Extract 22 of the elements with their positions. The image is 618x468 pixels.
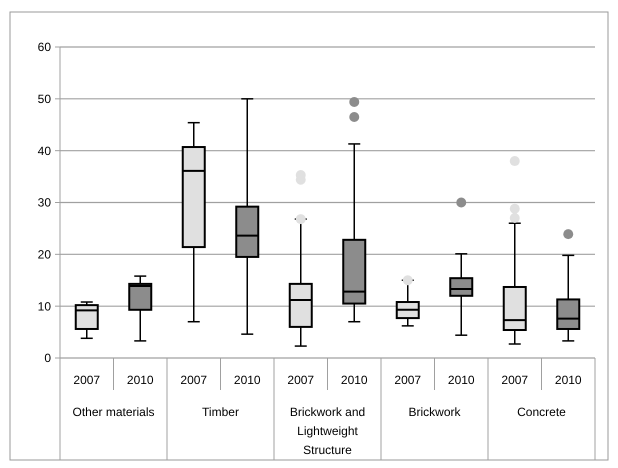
x-tick-label: 2007 (501, 373, 528, 387)
text: Other materials (72, 405, 155, 419)
x-tick-label: 2010 (448, 373, 475, 387)
x-tick-label: 2010 (554, 373, 582, 387)
y-tick-label: 20 (38, 248, 52, 262)
y-tick-label: 0 (44, 351, 52, 366)
y-tick-label: 50 (38, 92, 52, 106)
x-tick-label: 2007 (73, 373, 100, 387)
x-tick-label: 2007 (180, 373, 208, 387)
text: Brickwork and Lightweight Structure (290, 405, 366, 457)
x-tick-label: 2007 (394, 373, 422, 387)
y-tick-label: 30 (38, 196, 52, 210)
text: Concrete (517, 405, 566, 419)
y-tick-label: 40 (38, 144, 52, 158)
y-tick-label: 10 (38, 299, 52, 314)
x-tick-label: 2010 (340, 373, 368, 387)
y-tick-label: 60 (38, 40, 52, 54)
x-tick-label: 2010 (234, 373, 261, 387)
x-tick-label: 2007 (287, 373, 314, 387)
x-tick-label: 2010 (126, 373, 154, 387)
text: Timber (202, 405, 239, 419)
text: Brickwork (408, 405, 462, 419)
